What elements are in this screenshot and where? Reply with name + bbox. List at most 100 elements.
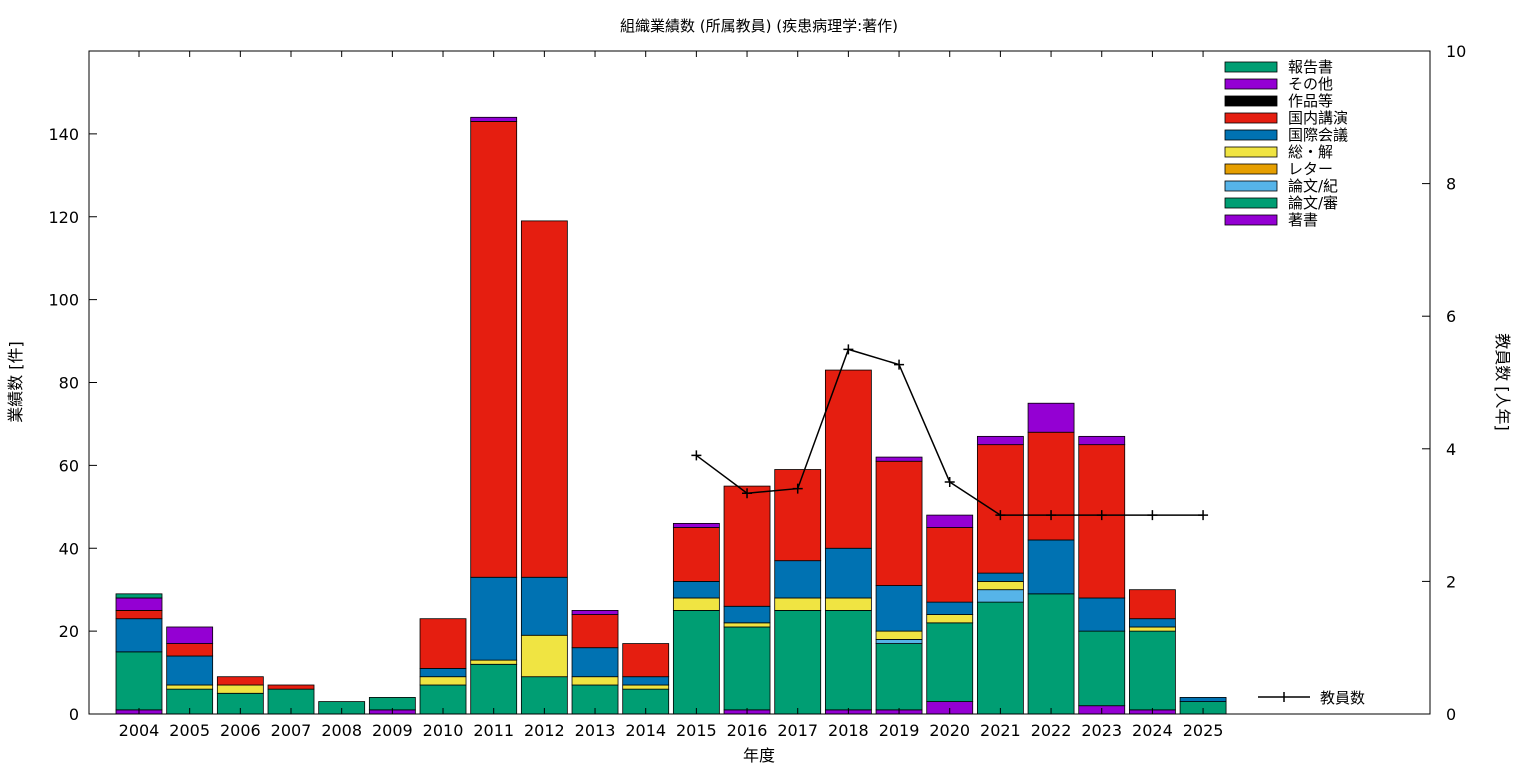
bar-segment — [571, 676, 619, 686]
y2-tick-label: 4 — [1446, 440, 1456, 459]
bar-segment — [926, 601, 974, 615]
y2-axis-label: 教員数 [人年] — [1493, 333, 1512, 431]
faculty-line-point — [995, 510, 1006, 521]
x-tick-label: 2018 — [828, 721, 869, 740]
legend-label: その他 — [1288, 75, 1333, 93]
legend-swatch — [1224, 61, 1278, 73]
y-axis-label: 業績数 [件] — [6, 341, 25, 423]
bar-segment — [216, 676, 264, 686]
x-tick-label: 2005 — [169, 721, 210, 740]
bar-segment — [926, 527, 974, 603]
bar-segment — [419, 618, 467, 669]
faculty-line-point — [1046, 510, 1057, 521]
bars-group — [115, 116, 1227, 715]
bar-segment — [1027, 539, 1075, 595]
legend-label: 作品等 — [1288, 92, 1333, 110]
legend-label: 総・解 — [1288, 143, 1333, 161]
bar-segment — [976, 601, 1024, 715]
bar-segment — [723, 485, 771, 607]
x-tick-label: 2006 — [220, 721, 261, 740]
bar-segment — [976, 572, 1024, 582]
bar-segment — [824, 597, 872, 611]
bar-segment — [115, 610, 163, 620]
x-tick-label: 2020 — [929, 721, 970, 740]
faculty-line-point — [894, 359, 905, 370]
faculty-line-point — [843, 344, 854, 355]
x-tick-label: 2011 — [473, 721, 514, 740]
faculty-line-point — [1147, 510, 1158, 521]
bar-segment — [824, 610, 872, 711]
faculty-line-path — [695, 348, 1204, 516]
bar-segment — [976, 435, 1024, 446]
bar-segment — [470, 116, 518, 122]
bar-segment — [368, 697, 416, 711]
y2-tick-label: 2 — [1446, 572, 1456, 591]
bar-segment — [622, 676, 670, 686]
x-tick-label: 2016 — [727, 721, 768, 740]
bar-segment — [875, 456, 923, 462]
legend-swatch — [1224, 112, 1278, 124]
legend-swatch — [1224, 180, 1278, 192]
bar-segment — [1078, 630, 1126, 707]
bar-segment — [926, 622, 974, 702]
x-tick-label: 2013 — [575, 721, 616, 740]
bar-segment — [1078, 444, 1126, 599]
y-tick-label: 140 — [48, 125, 79, 144]
bar-segment — [470, 663, 518, 715]
x-axis-ticks: 2004 2005 2006 2007 2008 2009 2010 2011 2012 2013… — [119, 51, 1223, 740]
bar-segment — [976, 444, 1024, 574]
bar-segment — [115, 651, 163, 711]
bar-segment — [1179, 697, 1227, 702]
x-tick-label: 2021 — [980, 721, 1021, 740]
legend-label: 報告書 — [1288, 58, 1333, 76]
y-tick-label: 80 — [59, 374, 79, 393]
bar-segment — [115, 593, 163, 599]
bar-segment — [1078, 435, 1126, 446]
y-tick-label: 0 — [69, 705, 79, 724]
bar-segment — [723, 605, 771, 624]
bar-segment — [976, 581, 1024, 591]
bar-segment — [672, 522, 720, 528]
faculty-line-point — [691, 450, 702, 461]
bar-segment — [166, 626, 214, 644]
bar-segment — [571, 610, 619, 615]
bar-segment — [622, 643, 670, 678]
legend-swatch — [1224, 163, 1278, 175]
bar-segment — [470, 121, 518, 578]
legend-swatch — [1224, 197, 1278, 209]
bar-segment — [774, 610, 822, 715]
bar-segment — [774, 597, 822, 611]
bar-segment — [824, 369, 872, 549]
legend-label: 著書 — [1288, 211, 1318, 229]
bar-segment — [115, 597, 163, 611]
x-tick-label: 2008 — [321, 721, 362, 740]
legend-swatch — [1224, 129, 1278, 141]
bar-segment — [571, 614, 619, 649]
y-tick-label: 100 — [48, 291, 79, 310]
bar-segment — [520, 576, 568, 636]
legend-swatch — [1224, 146, 1278, 158]
bar-segment — [875, 460, 923, 586]
legend-line-label: 教員数 — [1320, 689, 1365, 707]
y2-tick-label: 6 — [1446, 307, 1456, 326]
bar-segment — [1129, 630, 1176, 711]
bar-segment — [875, 639, 923, 644]
bar-segment — [520, 220, 568, 578]
bar-segment — [926, 514, 974, 528]
bar-segment — [672, 597, 720, 611]
bar-segment — [723, 626, 771, 711]
x-tick-label: 2009 — [372, 721, 413, 740]
bar-segment — [1129, 626, 1176, 632]
legend-swatch — [1224, 78, 1278, 90]
x-axis-label: 年度 — [743, 746, 775, 765]
bar-segment — [774, 560, 822, 599]
faculty-line-point — [1096, 510, 1107, 521]
bar-segment — [1027, 402, 1075, 433]
faculty-line-point — [792, 483, 803, 494]
x-tick-label: 2022 — [1031, 721, 1072, 740]
bar-segment — [1027, 431, 1075, 541]
bar-segment — [267, 684, 315, 690]
bar-segment — [166, 684, 214, 690]
faculty-line-point — [944, 476, 955, 487]
